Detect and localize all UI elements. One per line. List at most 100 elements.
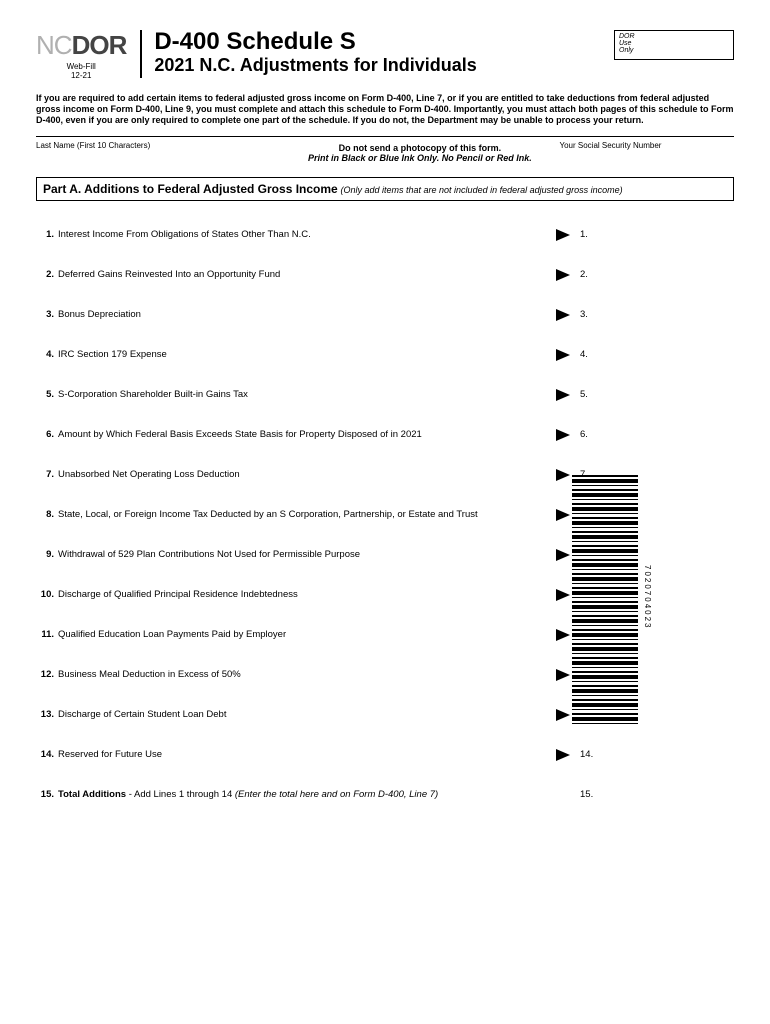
line-rightnum: 5. <box>574 389 598 400</box>
line-item: 5.S-Corporation Shareholder Built-in Gai… <box>36 375 734 415</box>
arrow-icon <box>556 749 574 761</box>
line-num: 14. <box>36 749 58 760</box>
line-numlabel: 6.Amount by Which Federal Basis Exceeds … <box>36 429 556 440</box>
line-15-italic: (Enter the total here and on Form D-400,… <box>235 789 438 800</box>
arrow-icon <box>556 389 574 401</box>
dorbox-line1: DOR <box>619 33 729 40</box>
logo-and-webfill: NCDOR Web-Fill 12-21 <box>36 30 126 81</box>
arrow-icon <box>556 309 574 321</box>
line-numlabel: 14.Reserved for Future Use <box>36 749 556 760</box>
line-15-numlabel: 15. Total Additions - Add Lines 1 throug… <box>36 789 556 800</box>
photocopy-line2: Print in Black or Blue Ink Only. No Penc… <box>280 153 559 163</box>
line-label: Bonus Depreciation <box>58 309 548 320</box>
logo-dor: DOR <box>72 30 127 60</box>
logo-block: NCDOR Web-Fill 12-21 D-400 Schedule S 20… <box>36 30 477 81</box>
line-numlabel: 7.Unabsorbed Net Operating Loss Deductio… <box>36 469 556 480</box>
line-item: 1.Interest Income From Obligations of St… <box>36 215 734 255</box>
line-rightnum: 14. <box>574 749 598 760</box>
ssn-label: Your Social Security Number <box>560 141 735 163</box>
arrow-icon <box>556 269 574 281</box>
line-rightnum: 3. <box>574 309 598 320</box>
line-numlabel: 4.IRC Section 179 Expense <box>36 349 556 360</box>
line-num: 3. <box>36 309 58 320</box>
line-num: 9. <box>36 549 58 560</box>
barcode: 7020704023 <box>572 475 642 745</box>
part-a-subtitle: (Only add items that are not included in… <box>341 185 623 195</box>
line-15-label: Total Additions - Add Lines 1 through 14… <box>58 789 548 800</box>
line-label: Discharge of Qualified Principal Residen… <box>58 589 548 600</box>
dorbox-line2: Use <box>619 40 729 47</box>
last-name-label: Last Name (First 10 Characters) <box>36 141 280 163</box>
line-item: 3.Bonus Depreciation3. <box>36 295 734 335</box>
line-rightnum: 6. <box>574 429 598 440</box>
line-num: 6. <box>36 429 58 440</box>
line-label: IRC Section 179 Expense <box>58 349 548 360</box>
line-num: 10. <box>36 589 58 600</box>
line-label: Unabsorbed Net Operating Loss Deduction <box>58 469 548 480</box>
vertical-divider <box>140 30 142 78</box>
line-label: Qualified Education Loan Payments Paid b… <box>58 629 548 640</box>
line-num: 1. <box>36 229 58 240</box>
line-numlabel: 12.Business Meal Deduction in Excess of … <box>36 669 556 680</box>
title-block: D-400 Schedule S 2021 N.C. Adjustments f… <box>154 30 476 75</box>
line-numlabel: 5.S-Corporation Shareholder Built-in Gai… <box>36 389 556 400</box>
instructions-text: If you are required to add certain items… <box>36 93 734 126</box>
line-numlabel: 10.Discharge of Qualified Principal Resi… <box>36 589 556 600</box>
ncdor-logo: NCDOR <box>36 30 126 61</box>
line-15-num: 15. <box>36 789 58 800</box>
line-numlabel: 8.State, Local, or Foreign Income Tax De… <box>36 509 556 520</box>
arrow-icon <box>556 229 574 241</box>
line-label: Interest Income From Obligations of Stat… <box>58 229 548 240</box>
barcode-stripes <box>572 475 638 725</box>
line-15: 15. Total Additions - Add Lines 1 throug… <box>36 775 734 815</box>
line-num: 2. <box>36 269 58 280</box>
form-title: D-400 Schedule S <box>154 30 476 54</box>
webfill-text: Web-Fill 12-21 <box>36 63 126 81</box>
line-num: 4. <box>36 349 58 360</box>
header-row: NCDOR Web-Fill 12-21 D-400 Schedule S 20… <box>36 30 734 81</box>
dor-use-only-box: DOR Use Only <box>614 30 734 60</box>
line-label: Discharge of Certain Student Loan Debt <box>58 709 548 720</box>
line-label: S-Corporation Shareholder Built-in Gains… <box>58 389 548 400</box>
line-label: Reserved for Future Use <box>58 749 548 760</box>
barcode-number: 7020704023 <box>643 565 652 630</box>
arrow-icon <box>556 429 574 441</box>
line-15-bold: Total Additions <box>58 789 126 800</box>
line-numlabel: 1.Interest Income From Obligations of St… <box>36 229 556 240</box>
line-numlabel: 3.Bonus Depreciation <box>36 309 556 320</box>
dorbox-line3: Only <box>619 47 729 54</box>
line-num: 8. <box>36 509 58 520</box>
line-item: 6.Amount by Which Federal Basis Exceeds … <box>36 415 734 455</box>
line-item: 4.IRC Section 179 Expense4. <box>36 335 734 375</box>
line-rightnum: 2. <box>574 269 598 280</box>
line-15-rightnum: 15. <box>574 789 598 800</box>
line-numlabel: 9.Withdrawal of 529 Plan Contributions N… <box>36 549 556 560</box>
line-15-rest: - Add Lines 1 through 14 <box>126 789 235 800</box>
lines-container: 7020704023 1.Interest Income From Obliga… <box>36 215 734 815</box>
identity-row: Last Name (First 10 Characters) Do not s… <box>36 136 734 163</box>
line-num: 11. <box>36 629 58 640</box>
line-label: Business Meal Deduction in Excess of 50% <box>58 669 548 680</box>
line-label: Amount by Which Federal Basis Exceeds St… <box>58 429 548 440</box>
line-num: 13. <box>36 709 58 720</box>
line-num: 12. <box>36 669 58 680</box>
photocopy-line1: Do not send a photocopy of this form. <box>280 143 559 153</box>
line-rightnum: 4. <box>574 349 598 360</box>
line-label: Deferred Gains Reinvested Into an Opport… <box>58 269 548 280</box>
line-num: 5. <box>36 389 58 400</box>
arrow-icon <box>556 349 574 361</box>
line-num: 7. <box>36 469 58 480</box>
line-label: State, Local, or Foreign Income Tax Dedu… <box>58 509 548 520</box>
line-label: Withdrawal of 529 Plan Contributions Not… <box>58 549 548 560</box>
logo-nc: NC <box>36 30 72 60</box>
line-numlabel: 13.Discharge of Certain Student Loan Deb… <box>36 709 556 720</box>
form-subtitle: 2021 N.C. Adjustments for Individuals <box>154 56 476 75</box>
part-a-header: Part A. Additions to Federal Adjusted Gr… <box>36 177 734 201</box>
line-numlabel: 2.Deferred Gains Reinvested Into an Oppo… <box>36 269 556 280</box>
line-item: 2.Deferred Gains Reinvested Into an Oppo… <box>36 255 734 295</box>
part-a-title: Part A. Additions to Federal Adjusted Gr… <box>43 182 338 196</box>
webfill-line2: 12-21 <box>36 72 126 81</box>
line-numlabel: 11.Qualified Education Loan Payments Pai… <box>36 629 556 640</box>
photocopy-warning: Do not send a photocopy of this form. Pr… <box>280 141 559 163</box>
line-rightnum: 1. <box>574 229 598 240</box>
